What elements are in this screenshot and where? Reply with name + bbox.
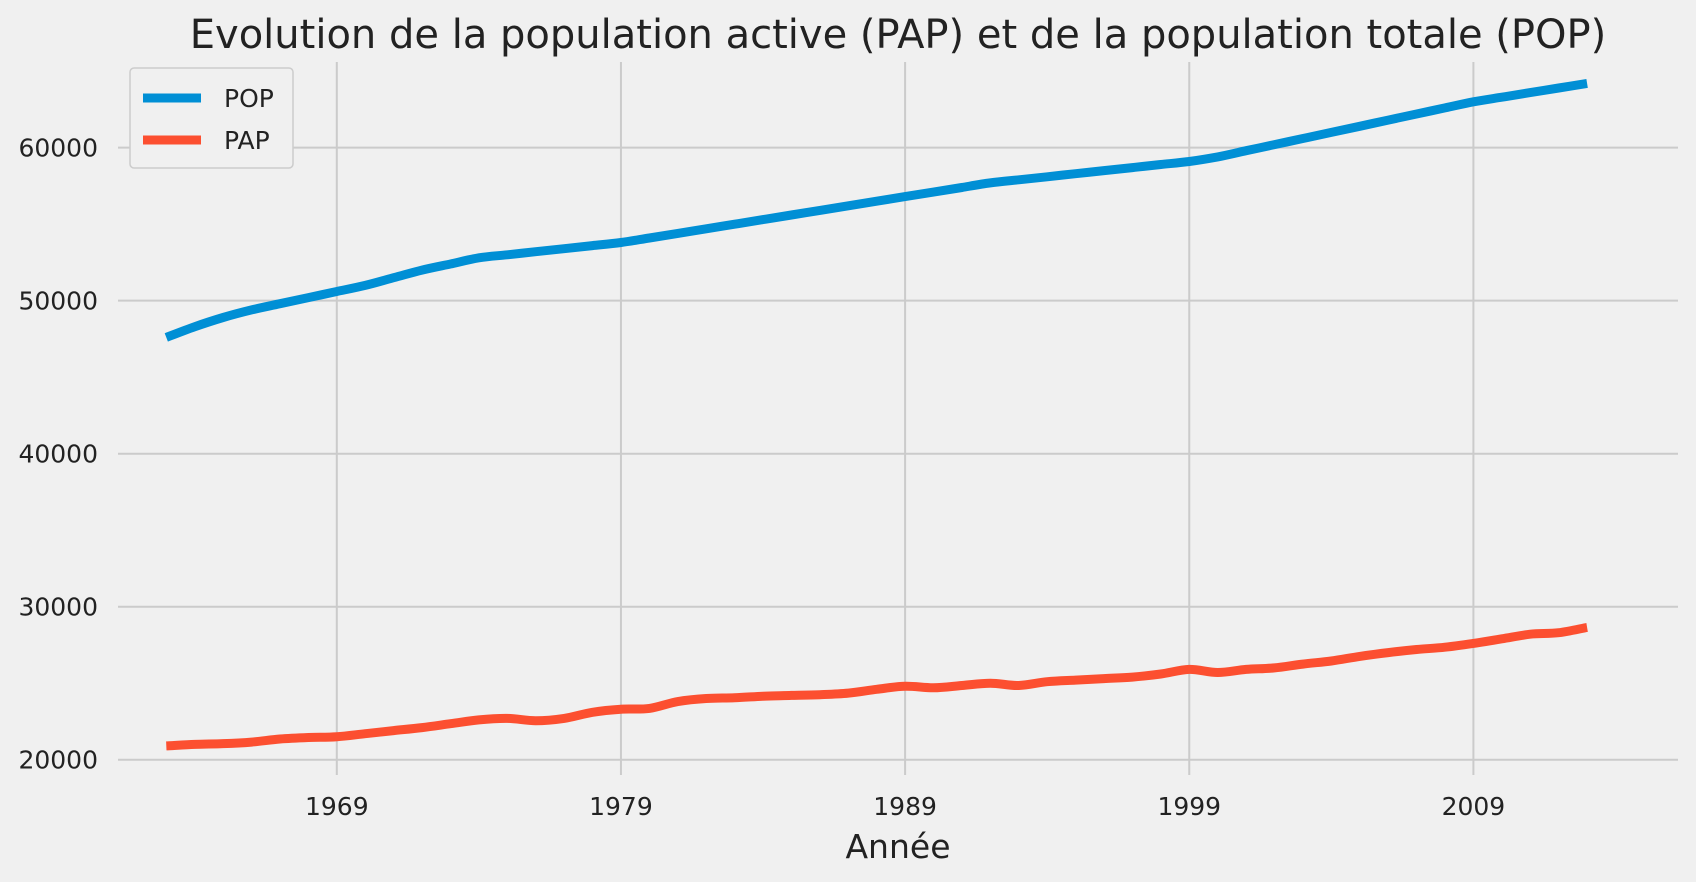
x-tick-label: 2009: [1442, 792, 1506, 821]
y-tick-labels: 20000 30000 40000 50000 60000: [18, 134, 98, 775]
x-tick-labels: 1969 1979 1989 1999 2009: [305, 792, 1505, 821]
y-gridlines: [118, 146, 1678, 761]
y-tick-label: 40000: [18, 440, 98, 469]
y-tick-label: 20000: [18, 746, 98, 775]
legend: POP PAP: [129, 67, 294, 169]
series-lines: [164, 78, 1588, 751]
x-tick-label: 1979: [589, 792, 653, 821]
chart-title: Evolution de la population active (PAP) …: [190, 12, 1606, 58]
x-axis-label: Année: [845, 827, 950, 866]
x-gridlines: [335, 62, 1475, 775]
x-tick-label: 1989: [873, 792, 937, 821]
legend-label-pop: POP: [224, 84, 274, 113]
y-tick-label: 50000: [18, 287, 98, 316]
series-line-pop: [164, 78, 1588, 342]
x-tick-label: 1999: [1157, 792, 1221, 821]
y-tick-label: 60000: [18, 134, 98, 163]
legend-label-pap: PAP: [224, 126, 270, 155]
x-tick-label: 1969: [305, 792, 369, 821]
y-tick-label: 30000: [18, 593, 98, 622]
series-line-pap: [166, 622, 1588, 751]
